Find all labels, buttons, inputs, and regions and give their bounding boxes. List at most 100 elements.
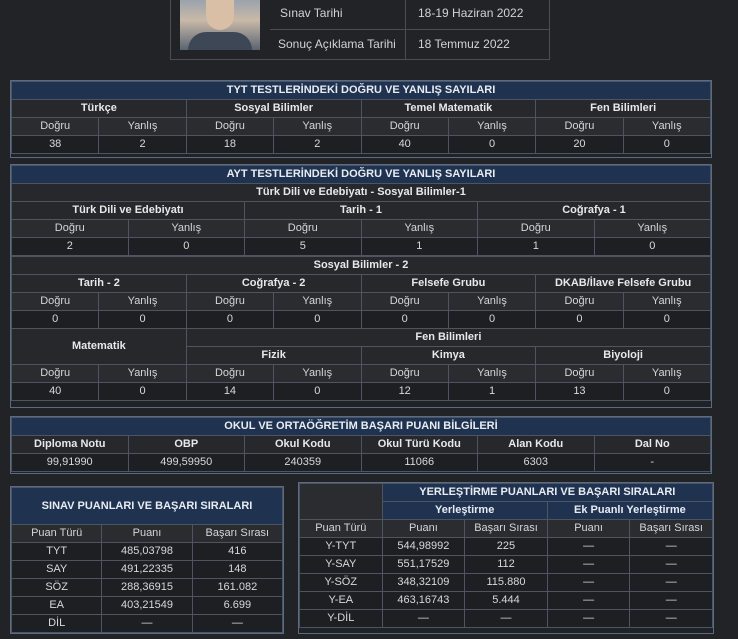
yanlis-label: Yanlış [447, 292, 537, 311]
exam-date-value: 18-19 Haziran 2022 [418, 6, 524, 20]
table-cell: Y-TYT [299, 537, 383, 556]
sinav-title: SINAV PUANLARI VE BAŞARI SIRALARI [11, 487, 283, 525]
okul-header: Okul Kodu [244, 435, 362, 454]
table-cell: — [546, 609, 631, 628]
table-cell: — [381, 609, 466, 628]
tyt-subject: Temel Matematik [360, 99, 537, 118]
ayt-value: 0 [273, 382, 362, 401]
dogru-label: Doğru [185, 364, 275, 383]
tyt-value: 2 [273, 135, 362, 154]
okul-panel: OKUL VE ORTAÖĞRETİM BAŞARI PUANI BİLGİLE… [10, 416, 712, 474]
yerlestirme-header: Başarı Sırası [629, 519, 713, 538]
yerlestirme-header: Başarı Sırası [464, 519, 548, 538]
yanlis-label: Yanlış [447, 117, 537, 136]
table-cell: — [546, 555, 631, 574]
yerlestirme-header: Puanı [546, 519, 631, 538]
ayt-group1-title: Türk Dili ve Edebiyatı - Sosyal Bilimler… [11, 183, 711, 202]
yerlestirme-blank [299, 483, 383, 520]
ayt-value: 40 [10, 382, 100, 401]
table-cell: — [546, 537, 631, 556]
okul-value: 240359 [244, 453, 362, 472]
dogru-label: Doğru [535, 292, 624, 311]
yanlis-label: Yanlış [273, 364, 362, 383]
ayt-subject: Biyoloji [535, 346, 711, 365]
yanlis-label: Yanlış [98, 292, 187, 311]
ayt-fen-title: Fen Bilimleri [185, 328, 712, 347]
ayt-value: 5 [244, 237, 362, 256]
info-divider [405, 0, 406, 60]
dogru-label: Doğru [11, 219, 129, 238]
info-row-divider [270, 29, 550, 30]
table-cell: 416 [191, 542, 284, 561]
dogru-label: Doğru [535, 117, 624, 136]
table-cell: 491,22335 [101, 560, 193, 579]
table-cell: Y-DİL [299, 609, 383, 628]
sinav-header: Puan Türü [10, 524, 103, 543]
tyt-value: 38 [10, 135, 100, 154]
yanlis-label: Yanlış [622, 364, 712, 383]
ayt-math-title: Matematik [11, 328, 187, 365]
dogru-label: Doğru [185, 117, 275, 136]
exam-date-label: Sınav Tarihi [280, 6, 343, 20]
table-cell: — [101, 614, 193, 633]
tyt-subject: Türkçe [11, 99, 187, 118]
ayt-value: 0 [10, 310, 100, 329]
tyt-subject: Fen Bilimleri [535, 99, 711, 118]
table-cell: — [629, 573, 713, 592]
okul-value: 11066 [360, 453, 478, 472]
tyt-value: 20 [535, 135, 624, 154]
tyt-value: 0 [447, 135, 537, 154]
result-date-label: Sonuç Açıklama Tarihi [278, 37, 396, 51]
yanlis-label: Yanlış [127, 219, 245, 238]
yanlis-label: Yanlış [360, 219, 478, 238]
table-cell: TYT [10, 542, 103, 561]
okul-header: Alan Kodu [477, 435, 595, 454]
sinav-table: SINAV PUANLARI VE BAŞARI SIRALARI Puan T… [10, 487, 284, 633]
table-cell: DİL [10, 614, 103, 633]
dogru-label: Doğru [535, 364, 624, 383]
table-cell: 115.880 [464, 573, 548, 592]
okul-value: 6303 [477, 453, 595, 472]
table-cell: 403,21549 [101, 596, 193, 615]
dogru-label: Doğru [360, 364, 449, 383]
yanlis-label: Yanlış [622, 292, 712, 311]
sinav-header: Puanı [101, 524, 193, 543]
ayt-panel: AYT TESTLERİNDEKİ DOĞRU VE YANLIŞ SAYILA… [10, 164, 712, 408]
ayt-value: 0 [98, 382, 187, 401]
okul-table: OKUL VE ORTAÖĞRETİM BAŞARI PUANI BİLGİLE… [11, 417, 711, 472]
ayt-value: 0 [622, 310, 712, 329]
ayt-value: 0 [127, 237, 245, 256]
yanlis-label: Yanlış [98, 117, 187, 136]
table-cell: — [629, 609, 713, 628]
dogru-label: Doğru [244, 219, 362, 238]
dogru-label: Doğru [360, 117, 449, 136]
okul-header: Dal No [593, 435, 711, 454]
ayt-value: 1 [477, 237, 595, 256]
ayt-value: 0 [535, 310, 624, 329]
ayt-subject: Felsefe Grubu [360, 274, 537, 293]
sinav-header: Başarı Sırası [191, 524, 284, 543]
table-cell: 348,32109 [381, 573, 466, 592]
yerlestirme-table: YERLEŞTİRME PUANLARI VE BAŞARI SIRALARI … [299, 483, 714, 628]
table-cell: — [191, 614, 284, 633]
yanlis-label: Yanlış [447, 364, 537, 383]
ayt-group2-title: Sosyal Bilimler - 2 [11, 256, 711, 275]
okul-header: Okul Türü Kodu [360, 435, 478, 454]
tyt-value: 2 [98, 135, 187, 154]
table-cell: — [464, 609, 548, 628]
table-cell: SÖZ [10, 578, 103, 597]
okul-header: Diploma Notu [11, 435, 129, 454]
table-cell: 112 [464, 555, 548, 574]
table-cell: EA [10, 596, 103, 615]
table-cell: 485,03798 [101, 542, 193, 561]
table-cell: — [546, 591, 631, 610]
ayt-subject: Türk Dili ve Edebiyatı [11, 201, 245, 220]
tyt-table: TYT TESTLERİNDEKİ DOĞRU VE YANLIŞ SAYILA… [10, 81, 712, 154]
okul-header: OBP [127, 435, 245, 454]
dogru-label: Doğru [360, 292, 449, 311]
tyt-value: 40 [360, 135, 449, 154]
ek-puanli-sub: Ek Puanlı Yerleştirme [546, 501, 714, 520]
yanlis-label: Yanlış [622, 117, 712, 136]
yanlis-label: Yanlış [593, 219, 711, 238]
ayt-title: AYT TESTLERİNDEKİ DOĞRU VE YANLIŞ SAYILA… [11, 165, 711, 184]
